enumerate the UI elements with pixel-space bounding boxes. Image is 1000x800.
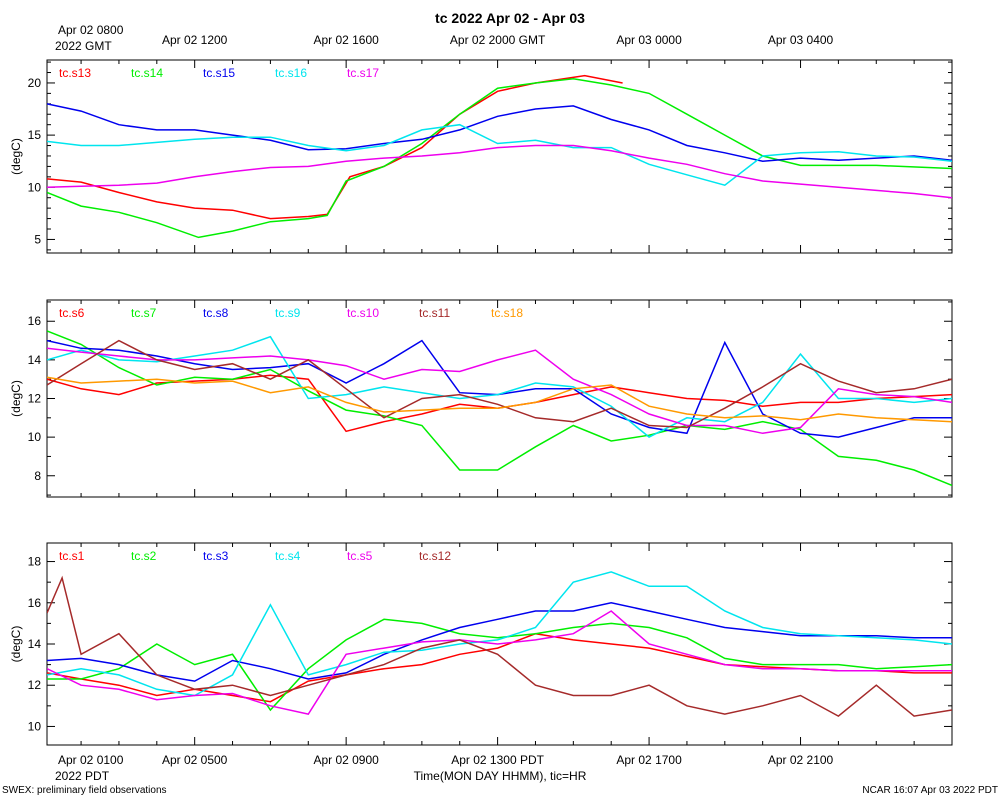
y-tick-label: 14 — [28, 637, 42, 651]
y-axis-label: (degC) — [9, 380, 23, 417]
series-line-tc-s17 — [47, 144, 952, 199]
bottom-axis-first-label-line1: Apr 02 0100 — [58, 753, 124, 767]
series-line-tc-s18 — [47, 376, 952, 423]
legend-label-tc-s8: tc.s8 — [203, 306, 229, 320]
y-tick-label: 10 — [28, 180, 42, 194]
series-line-tc-s13 — [47, 74, 623, 220]
legend-label-tc-s13: tc.s13 — [59, 66, 91, 80]
y-tick-label: 5 — [34, 232, 41, 246]
series-line-tc-s9 — [47, 335, 952, 438]
plot-frame — [46, 59, 953, 254]
legend-label-tc-s6: tc.s6 — [59, 306, 85, 320]
panel-3: 10 12 14 16 18 (degC) tc.s1 tc.s2 tc.s3 tc.s4 tc.s… — [9, 542, 953, 746]
legend-label-tc-s5: tc.s5 — [347, 549, 373, 563]
top-axis-label: Apr 02 2000 GMT — [450, 33, 546, 47]
y-tick-label: 12 — [28, 392, 42, 406]
bottom-axis-label: Apr 02 0900 — [313, 753, 379, 767]
y-tick-label: 16 — [28, 314, 42, 328]
footer-left: SWEX: preliminary field observations — [2, 785, 167, 796]
y-tick-label: 10 — [28, 430, 42, 444]
series-line-tc-s5 — [47, 610, 952, 715]
y-tick-label: 14 — [28, 353, 42, 367]
top-axis-label: Apr 03 0400 — [768, 33, 834, 47]
series-line-tc-s12 — [47, 575, 952, 717]
legend-label-tc-s2: tc.s2 — [131, 549, 157, 563]
y-tick-label: 12 — [28, 678, 42, 692]
legend-label-tc-s16: tc.s16 — [275, 66, 307, 80]
legend-label-tc-s15: tc.s15 — [203, 66, 235, 80]
bottom-axis-label: Apr 02 1300 PDT — [451, 753, 544, 767]
series-line-tc-s10 — [47, 347, 952, 435]
top-axis-labels: Apr 02 1200 Apr 02 1600 Apr 02 2000 GMT Apr… — [162, 33, 834, 47]
legend-label-tc-s10: tc.s10 — [347, 306, 379, 320]
y-tick-label: 10 — [28, 719, 42, 733]
legend-label-tc-s11: tc.s11 — [419, 306, 450, 320]
y-axis-label: (degC) — [9, 626, 23, 663]
legend-label-tc-s18: tc.s18 — [491, 306, 523, 320]
legend-label-tc-s12: tc.s12 — [419, 549, 451, 563]
bottom-axis-labels: Apr 02 0500 Apr 02 0900 Apr 02 1300 PDT Apr… — [162, 753, 834, 767]
y-tick-label: 16 — [28, 596, 42, 610]
series-line-tc-s3 — [47, 602, 952, 682]
legend-label-tc-s4: tc.s4 — [275, 549, 301, 563]
series-line-tc-s15 — [47, 103, 952, 162]
bottom-axis-label: Apr 02 0500 — [162, 753, 228, 767]
legend-label-tc-s1: tc.s1 — [59, 549, 85, 563]
plot-frame — [46, 299, 953, 498]
x-axis-label: Time(MON DAY HHMM), tic=HR — [414, 769, 587, 783]
series-line-tc-s2 — [47, 618, 952, 712]
series-line-tc-s8 — [47, 339, 952, 438]
series-line-tc-s4 — [47, 571, 952, 697]
legend-label-tc-s9: tc.s9 — [275, 306, 301, 320]
y-tick-label: 8 — [34, 469, 41, 483]
y-tick-label: 15 — [28, 128, 42, 142]
bottom-axis-first-label-line2: 2022 PDT — [55, 769, 110, 783]
bottom-axis-label: Apr 02 2100 — [768, 753, 834, 767]
y-axis-label: (degC) — [9, 138, 23, 175]
legend-label-tc-s3: tc.s3 — [203, 549, 229, 563]
panel-2: 8 10 12 14 16 (degC) tc.s6 tc.s7 tc.s8 tc.s9 tc.s1… — [9, 299, 953, 498]
series-line-tc-s7 — [47, 330, 952, 487]
y-tick-label: 20 — [28, 76, 42, 90]
series-line-tc-s11 — [47, 339, 952, 429]
top-axis-first-label-line2: 2022 GMT — [55, 39, 112, 53]
top-axis-first-label-line1: Apr 02 0800 — [58, 23, 124, 37]
series-line-tc-s6 — [47, 374, 952, 433]
series-line-tc-s16 — [47, 123, 952, 187]
top-axis-label: Apr 02 1200 — [162, 33, 228, 47]
legend-label-tc-s17: tc.s17 — [347, 66, 379, 80]
y-tick-label: 18 — [28, 555, 42, 569]
footer-right: NCAR 16:07 Apr 03 2022 PDT — [862, 785, 998, 796]
panel-1: 5 10 15 20 (degC) tc.s13 tc.s14 tc.s15 tc.s16 tc.… — [9, 59, 953, 254]
legend-label-tc-s7: tc.s7 — [131, 306, 157, 320]
top-axis-label: Apr 03 0000 — [616, 33, 682, 47]
bottom-axis-label: Apr 02 1700 — [616, 753, 682, 767]
series-line-tc-s14 — [47, 78, 952, 239]
top-axis-label: Apr 02 1600 — [313, 33, 379, 47]
chart-title: tc 2022 Apr 02 - Apr 03 — [435, 10, 585, 26]
legend-label-tc-s14: tc.s14 — [131, 66, 163, 80]
